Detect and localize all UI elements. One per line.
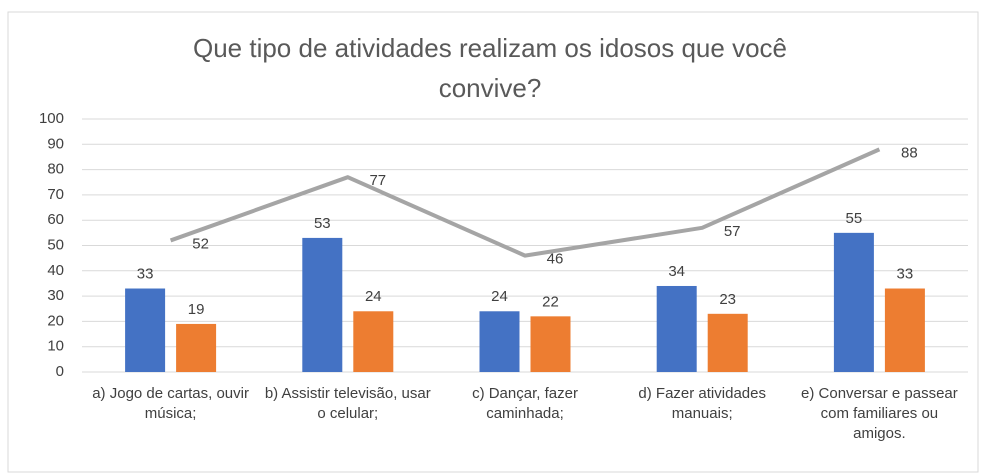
x-tick-label: b) Assistir televisão, usar o celular; — [264, 385, 431, 422]
bar — [353, 311, 394, 372]
y-tick-label: 90 — [47, 135, 64, 152]
bar — [833, 232, 874, 372]
data-label: 46 — [547, 251, 564, 268]
data-label: 55 — [846, 210, 863, 227]
x-tick-label: c) Dançar, fazer caminhada; — [472, 385, 578, 422]
data-label: 77 — [369, 172, 386, 189]
y-tick-label: 30 — [47, 287, 64, 304]
frame — [7, 11, 979, 473]
data-label: 33 — [897, 265, 914, 282]
data-label: 33 — [137, 265, 154, 282]
y-tick-label: 10 — [47, 338, 64, 355]
bar — [176, 323, 217, 372]
line — [169, 147, 881, 258]
data-label: 52 — [192, 235, 209, 252]
data-label: 34 — [668, 263, 685, 280]
data-label: 19 — [188, 301, 205, 318]
data-label: 53 — [314, 215, 331, 232]
y-tick-label: 50 — [47, 236, 64, 253]
data-label: 88 — [901, 144, 918, 161]
data-label: 57 — [724, 223, 741, 240]
bar — [884, 288, 925, 372]
chart-title: Que tipo de atividades realizam os idoso… — [192, 33, 787, 103]
x-tick-label: d) Fazer atividades manuais; — [638, 385, 766, 422]
y-tick-label: 0 — [56, 363, 64, 380]
x-tick-label: a) Jogo de cartas, ouvir música; — [92, 385, 249, 422]
y-tick-label: 40 — [47, 262, 64, 279]
bar — [479, 311, 520, 372]
y-tick-label: 20 — [47, 312, 64, 329]
bar — [707, 313, 748, 372]
bar — [656, 285, 697, 372]
bar — [125, 288, 166, 372]
bar — [302, 237, 343, 372]
bar — [530, 316, 571, 372]
y-tick-label: 100 — [39, 110, 64, 127]
y-tick-label: 70 — [47, 186, 64, 203]
y-tick-label: 80 — [47, 161, 64, 178]
data-label: 24 — [491, 288, 508, 305]
y-tick-label: 60 — [47, 211, 64, 228]
x-tick-label: e) Conversar e passear com familiares ou… — [801, 385, 958, 442]
data-label: 22 — [542, 293, 559, 310]
data-label: 24 — [365, 288, 382, 305]
data-label: 23 — [719, 291, 736, 308]
